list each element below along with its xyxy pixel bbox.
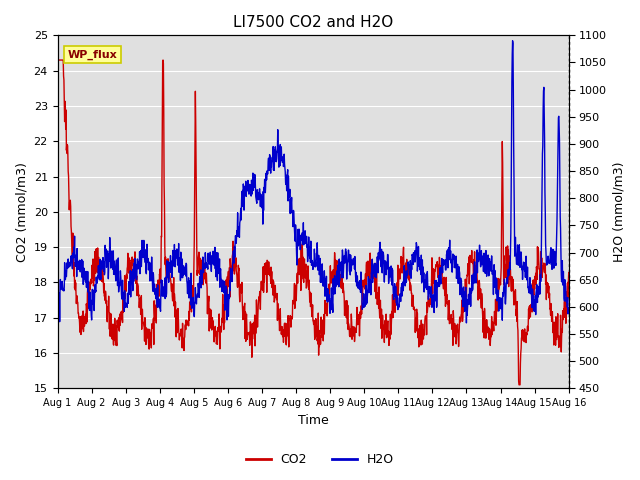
H2O [392,296,400,301]
H2O [463,320,470,326]
Title: LI7500 CO2 and H2O: LI7500 CO2 and H2O [233,15,393,30]
H2O [565,306,573,312]
CO2 [225,268,232,274]
X-axis label: Time: Time [298,414,328,427]
CO2 [168,286,175,291]
CO2 [565,270,573,276]
Legend: CO2, H2O: CO2, H2O [241,448,399,471]
Line: CO2: CO2 [58,60,569,385]
Y-axis label: CO2 (mmol/m3): CO2 (mmol/m3) [15,162,28,262]
CO2 [392,298,400,303]
H2O [54,303,61,309]
H2O [459,304,467,310]
Line: H2O: H2O [58,41,569,323]
CO2 [54,57,61,63]
Text: WP_flux: WP_flux [68,49,118,60]
H2O [509,38,516,44]
CO2 [504,276,512,282]
H2O [168,258,175,264]
H2O [155,298,163,303]
CO2 [155,281,163,287]
H2O [504,266,512,272]
CO2 [515,382,523,388]
Y-axis label: H2O (mmol/m3): H2O (mmol/m3) [612,162,625,262]
CO2 [459,314,467,320]
H2O [225,313,232,319]
